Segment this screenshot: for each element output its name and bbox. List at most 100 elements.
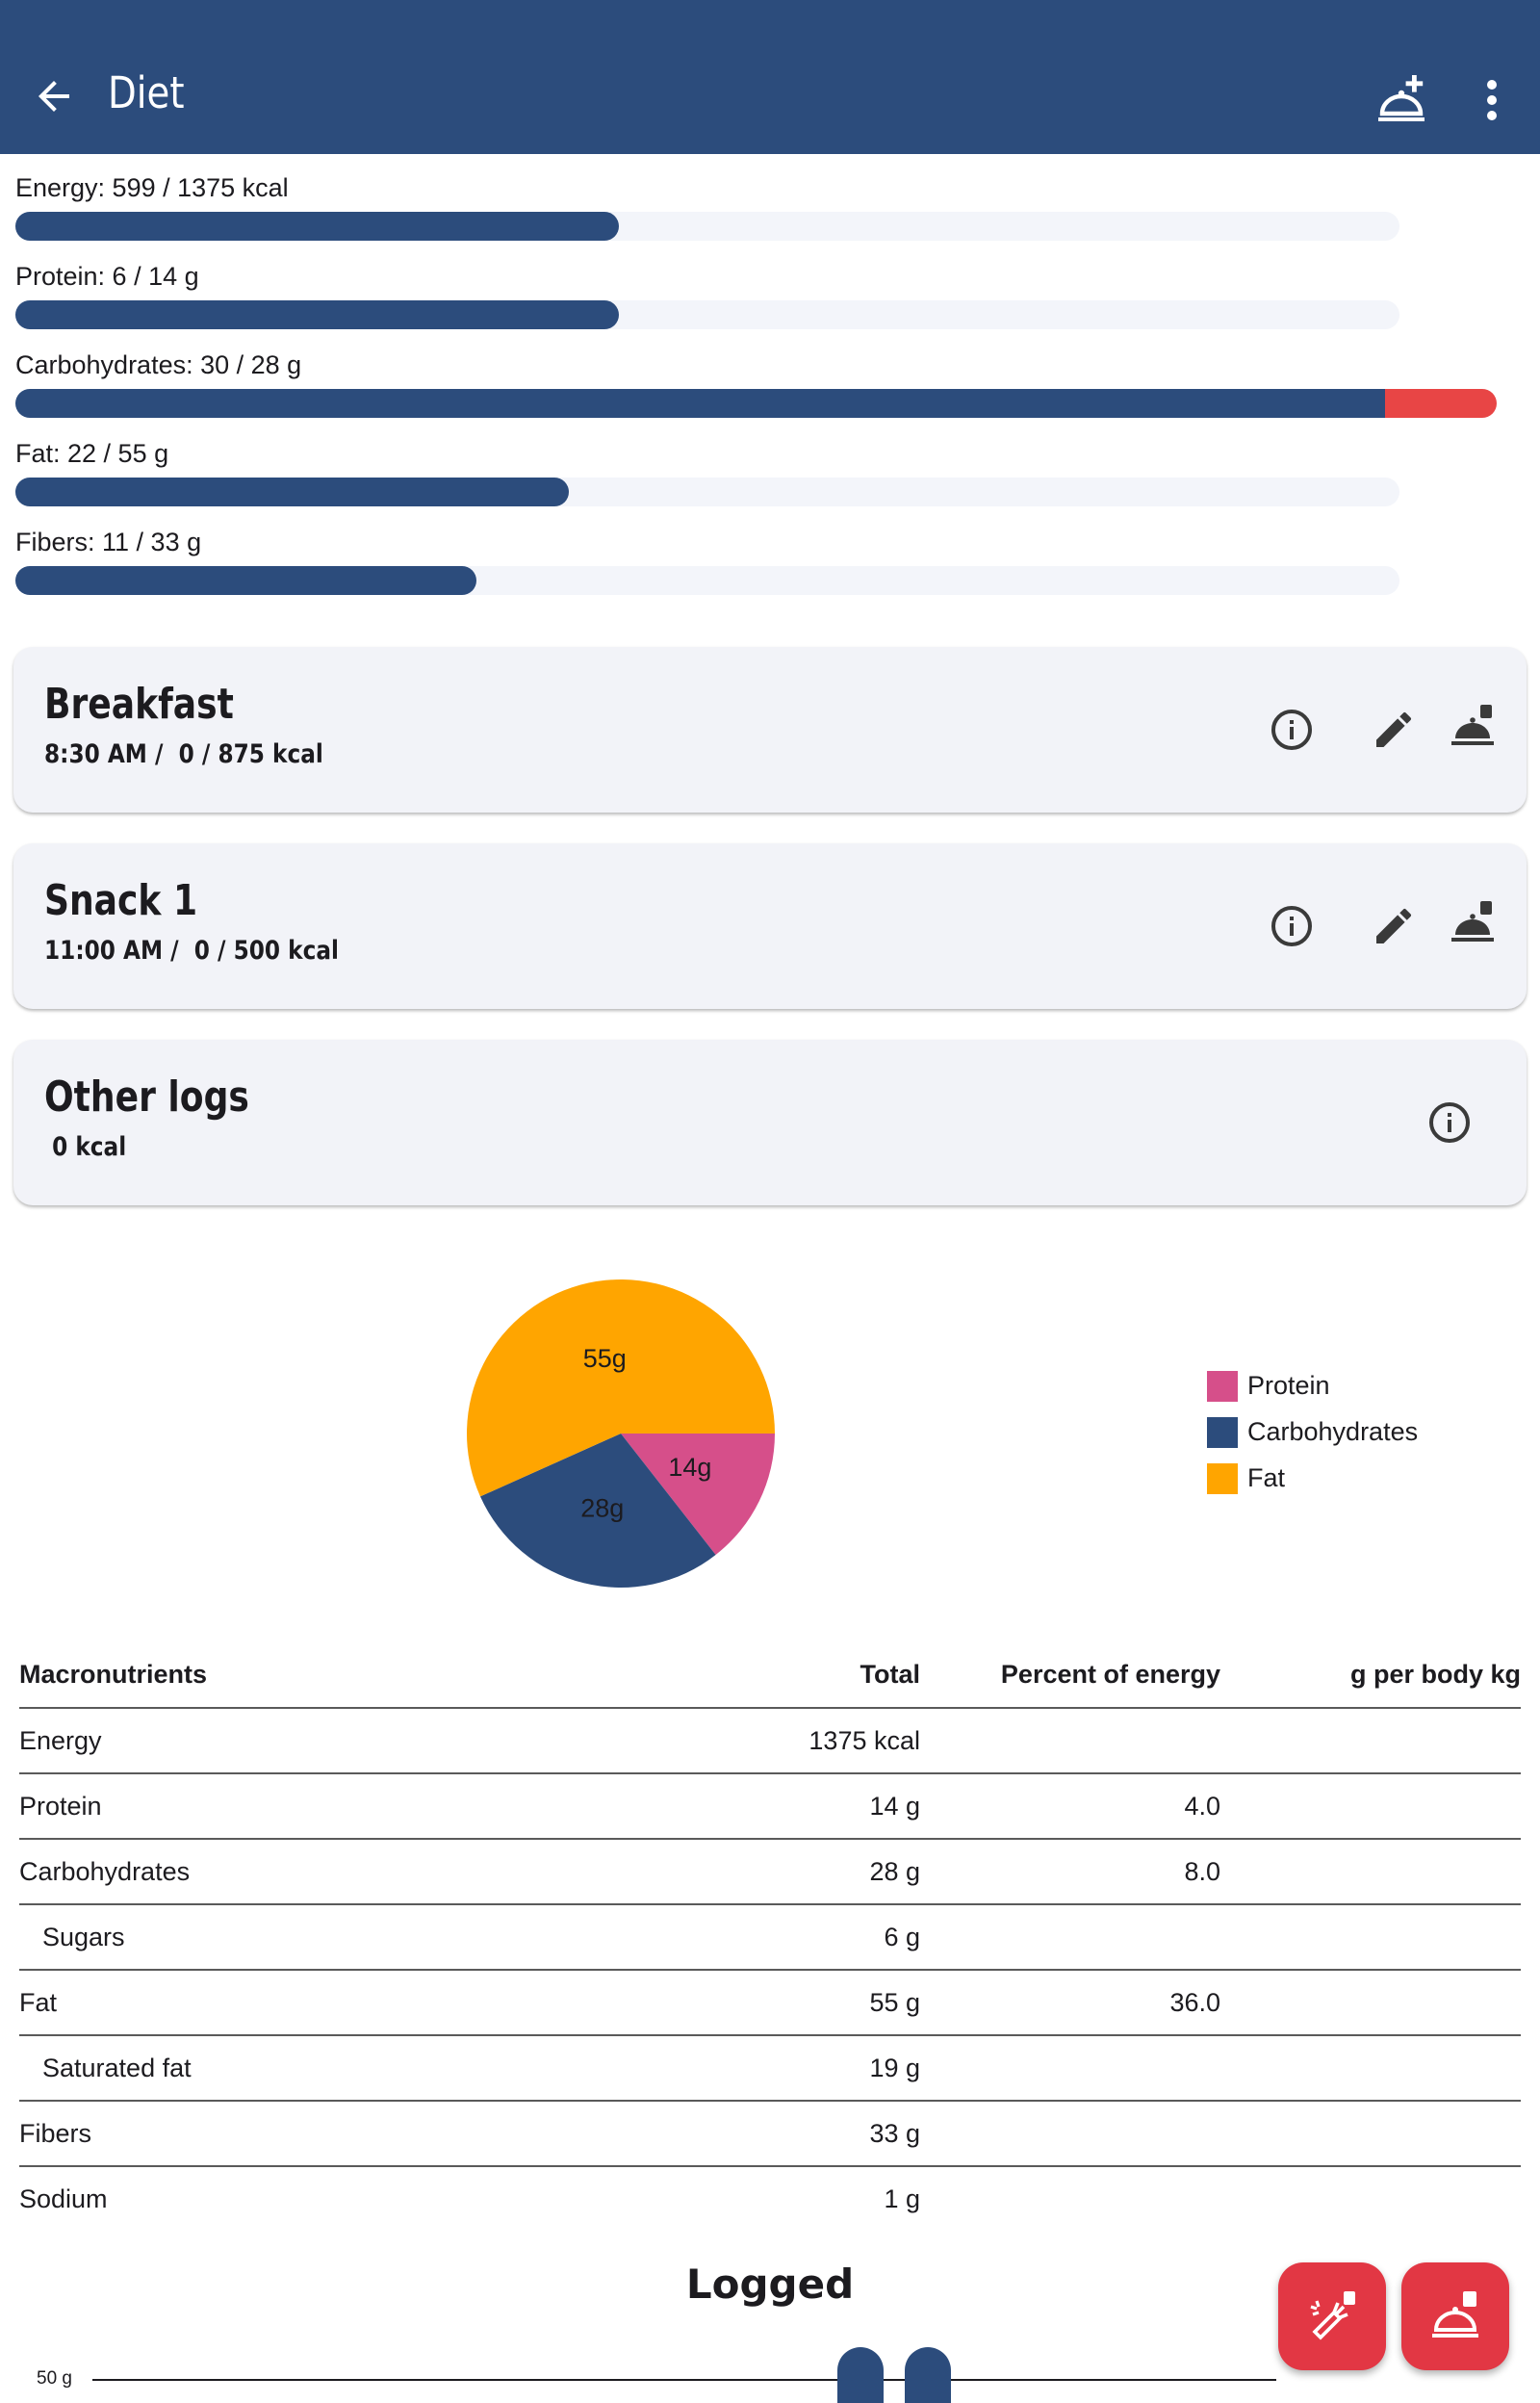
cell-percent (920, 1708, 1220, 1774)
cell-percent (920, 2035, 1220, 2102)
log-meal-icon (1432, 2291, 1478, 2338)
progress-fill (15, 300, 619, 329)
progress-fill (15, 478, 569, 506)
cell-per-kg (1220, 1904, 1521, 1971)
cell-name: Energy (19, 1708, 520, 1774)
cell-per-kg (1220, 1773, 1521, 1840)
axis-label: 50 g (37, 2368, 72, 2389)
column-header: Macronutrients (19, 1642, 520, 1709)
cell-per-kg (1220, 2035, 1521, 2102)
cell-per-kg (1220, 1708, 1521, 1774)
meal-name: Breakfast (44, 680, 234, 729)
cell-total: 6 g (520, 1904, 920, 1971)
table-header-row: Macronutrients Total Percent of energy g… (19, 1642, 1521, 1709)
cell-name: Fat (19, 1970, 520, 2036)
table-row: Carbohydrates 28 g 8.0 (19, 1839, 1521, 1905)
cell-name: Sugars (19, 1904, 520, 1971)
cell-per-kg (1220, 2101, 1521, 2167)
edit-icon[interactable] (1371, 903, 1417, 949)
arrow-back-icon[interactable] (31, 73, 77, 119)
cell-per-kg (1220, 1970, 1521, 2036)
add-meal-icon[interactable] (1373, 71, 1430, 129)
edit-icon[interactable] (1371, 707, 1417, 753)
cell-name: Protein (19, 1773, 520, 1840)
meal-card-breakfast[interactable]: Breakfast 8:30 AM / 0 / 875 kcal (13, 647, 1527, 813)
table-row: Fat 55 g 36.0 (19, 1970, 1521, 2036)
table-row: Sodium 1 g (19, 2166, 1521, 2232)
meal-log-icon[interactable] (1450, 899, 1496, 945)
pie-slice-protein (621, 1434, 775, 1556)
log-meal-button[interactable] (1401, 2262, 1509, 2370)
info-icon[interactable] (1426, 1099, 1473, 1146)
pie-slice-carbohydrates (479, 1434, 716, 1588)
cell-percent: 8.0 (920, 1839, 1220, 1905)
legend-swatch (1207, 1463, 1238, 1494)
cell-name: Fibers (19, 2101, 520, 2167)
cell-total: 1 g (884, 2184, 920, 2213)
meal-subtitle: 11:00 AM / 0 / 500 kcal (44, 936, 339, 966)
progress-fill (15, 212, 619, 241)
pie-slice-label: 55g (583, 1344, 627, 1373)
info-icon[interactable] (1269, 707, 1315, 753)
pie-slice-fat (467, 1279, 775, 1497)
meal-subtitle: 0 kcal (44, 1132, 127, 1162)
cell-total: 28 g (520, 1839, 920, 1905)
meal-card-snack-1[interactable]: Snack 1 11:00 AM / 0 / 500 kcal (13, 843, 1527, 1009)
progress-label: Fat: 22 / 55 g (15, 439, 169, 468)
legend-swatch (1207, 1417, 1238, 1448)
cell-total: 14 g (520, 1773, 920, 1840)
meal-name: Other logs (44, 1072, 249, 1122)
axis-gridline (92, 2379, 1276, 2381)
column-header: g per body kg (1220, 1642, 1521, 1709)
logged-title: Logged (685, 2261, 855, 2308)
table-row: Saturated fat 19 g (19, 2035, 1521, 2102)
cell-name: Carbohydrates (19, 1839, 520, 1905)
pie-slice-label: 28g (580, 1494, 624, 1523)
cell-per-kg (1220, 1839, 1521, 1905)
logged-bar (905, 2347, 951, 2403)
table-row: Fibers 33 g (19, 2101, 1521, 2167)
table-row: Protein 14 g 4.0 (19, 1773, 1521, 1840)
log-food-button[interactable] (1278, 2262, 1386, 2370)
progress-label: Energy: 599 / 1375 kcal (15, 173, 289, 202)
cell-percent: 36.0 (920, 1970, 1220, 2036)
table-row: Energy 1375 kcal (19, 1708, 1521, 1774)
progress-over-target (1385, 389, 1497, 418)
macronutrients-table: Macronutrients Total Percent of energy g… (19, 1642, 1521, 2232)
progress-fill (15, 566, 476, 595)
pie-slice-label: 14g (668, 1453, 711, 1482)
more-vert-icon[interactable] (1473, 77, 1511, 123)
legend-swatch (1207, 1371, 1238, 1402)
legend-label: Carbohydrates (1247, 1417, 1419, 1446)
meal-log-icon[interactable] (1450, 703, 1496, 749)
progress-fill (15, 389, 1399, 418)
cell-total: 33 g (520, 2101, 920, 2167)
table-row: Sugars 6 g (19, 1904, 1521, 1971)
log-food-icon (1310, 2291, 1355, 2340)
meal-subtitle: 8:30 AM / 0 / 875 kcal (44, 739, 323, 769)
cell-total: 1375 kcal (520, 1708, 920, 1774)
info-icon[interactable] (1269, 903, 1315, 949)
cell-percent: 4.0 (920, 1773, 1220, 1840)
cell-percent (920, 2101, 1220, 2167)
progress-label: Fibers: 11 / 33 g (15, 528, 202, 556)
meal-name: Snack 1 (44, 876, 198, 925)
column-header: Percent of energy (920, 1642, 1220, 1709)
cell-total: 19 g (520, 2035, 920, 2102)
cell-percent (920, 2166, 1220, 2232)
column-header: Total (520, 1642, 920, 1709)
legend-label: Protein (1247, 1371, 1330, 1400)
logged-bar (837, 2347, 884, 2403)
meal-card-other-logs[interactable]: Other logs 0 kcal (13, 1040, 1527, 1205)
progress-label: Carbohydrates: 30 / 28 g (15, 350, 302, 379)
page-title: Diet (108, 67, 185, 118)
cell-per-kg (1220, 2166, 1521, 2232)
app-bar: Diet (0, 0, 1540, 154)
macro-pie-chart: 14g 28g 55g (467, 1279, 775, 1588)
legend-label: Fat (1247, 1463, 1286, 1492)
cell-total: 55 g (520, 1970, 920, 2036)
cell-name: Saturated fat (19, 2035, 520, 2102)
progress-label: Protein: 6 / 14 g (15, 262, 199, 291)
cell-name: Sodium (19, 2184, 108, 2213)
cell-percent (920, 1904, 1220, 1971)
